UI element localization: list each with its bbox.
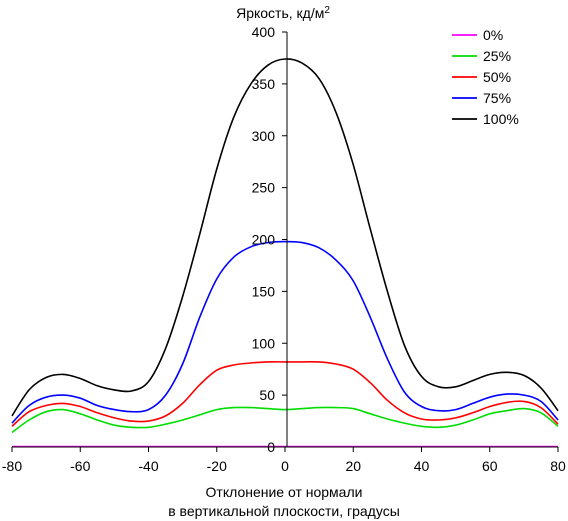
y-tick-label-6: 300 xyxy=(252,128,276,144)
x-axis-title-line-2: в вертикальной плоскости, градусы xyxy=(168,503,400,519)
x-tick-label-0: -80 xyxy=(2,458,22,474)
y-tick-label-5: 250 xyxy=(252,180,276,196)
x-tick-label-4: 0 xyxy=(281,458,289,474)
y-tick-label-4: 200 xyxy=(252,232,276,248)
y-axis-title: Яркость, кд/м2 xyxy=(236,5,330,21)
legend: 0% 25% 50% 75% 100% xyxy=(452,27,519,127)
y-tick-label-1: 50 xyxy=(259,387,275,403)
x-tick-label-1: -60 xyxy=(70,458,90,474)
x-tick-label-5: 20 xyxy=(345,458,361,474)
x-tick-label-3: -20 xyxy=(207,458,227,474)
y-tick-label-0: 0 xyxy=(267,439,275,455)
y-tick-label-2: 100 xyxy=(252,335,276,351)
ticks: -80 -60 -40 -20 0 20 40 60 80 0 50 100 150 200 250 300 3… xyxy=(2,24,566,474)
x-tick-label-6: 40 xyxy=(414,458,430,474)
series-line-2 xyxy=(11,360,559,427)
y-tick-label-8: 400 xyxy=(252,24,276,40)
x-tick-label-2: -40 xyxy=(138,458,158,474)
series-line-1 xyxy=(11,406,559,434)
legend-label-3: 75% xyxy=(483,90,511,106)
x-tick-label-7: 60 xyxy=(482,458,498,474)
y-tick-label-7: 350 xyxy=(252,76,276,92)
legend-label-0: 0% xyxy=(483,27,503,43)
plot-lines xyxy=(11,58,559,448)
y-tick-label-3: 150 xyxy=(252,283,276,299)
legend-label-4: 100% xyxy=(483,111,519,127)
x-tick-label-8: 80 xyxy=(550,458,566,474)
series-line-3 xyxy=(11,240,559,424)
legend-label-1: 25% xyxy=(483,48,511,64)
legend-label-2: 50% xyxy=(483,69,511,85)
x-axis-title-line-1: Отклонение от нормали xyxy=(206,484,363,500)
series-line-4 xyxy=(11,58,559,417)
